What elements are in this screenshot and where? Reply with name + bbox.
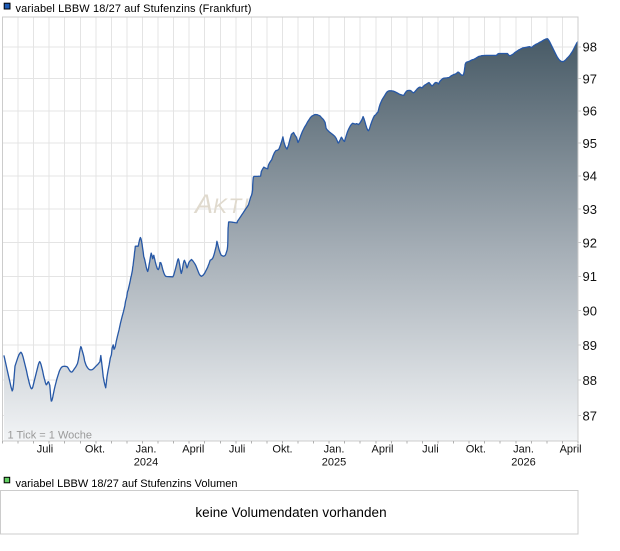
svg-text:Jan.: Jan. [513, 443, 534, 455]
svg-text:88: 88 [583, 373, 597, 388]
svg-text:variabel LBBW 18/27 auf Stufen: variabel LBBW 18/27 auf Stufenzins (Fran… [16, 3, 252, 15]
svg-text:90: 90 [583, 303, 597, 318]
svg-text:89: 89 [583, 338, 597, 353]
svg-text:Okt.: Okt. [85, 443, 105, 455]
svg-text:Jan.: Jan. [136, 443, 157, 455]
svg-text:96: 96 [583, 104, 597, 119]
svg-text:87: 87 [583, 408, 597, 423]
svg-text:91: 91 [583, 269, 597, 284]
svg-text:Okt.: Okt. [272, 443, 292, 455]
svg-text:Jan.: Jan. [324, 443, 345, 455]
svg-text:April: April [560, 443, 582, 455]
svg-text:2024: 2024 [134, 457, 158, 469]
svg-text:Juli: Juli [229, 443, 246, 455]
svg-text:2026: 2026 [511, 457, 535, 469]
svg-text:2025: 2025 [322, 457, 346, 469]
svg-text:97: 97 [583, 71, 597, 86]
svg-text:Juli: Juli [422, 443, 439, 455]
svg-text:variabel LBBW 18/27 auf Stufen: variabel LBBW 18/27 auf Stufenzins Volum… [16, 478, 238, 490]
svg-text:April: April [182, 443, 204, 455]
svg-text:Juli: Juli [37, 443, 54, 455]
svg-text:1 Tick = 1 Woche: 1 Tick = 1 Woche [8, 430, 92, 442]
svg-text:93: 93 [583, 202, 597, 217]
svg-text:92: 92 [583, 235, 597, 250]
svg-text:April: April [371, 443, 393, 455]
svg-text:Okt.: Okt. [466, 443, 486, 455]
svg-text:95: 95 [583, 136, 597, 151]
svg-text:94: 94 [583, 169, 597, 184]
svg-text:98: 98 [583, 40, 597, 55]
svg-text:keine Volumendaten vorhanden: keine Volumendaten vorhanden [195, 505, 386, 520]
